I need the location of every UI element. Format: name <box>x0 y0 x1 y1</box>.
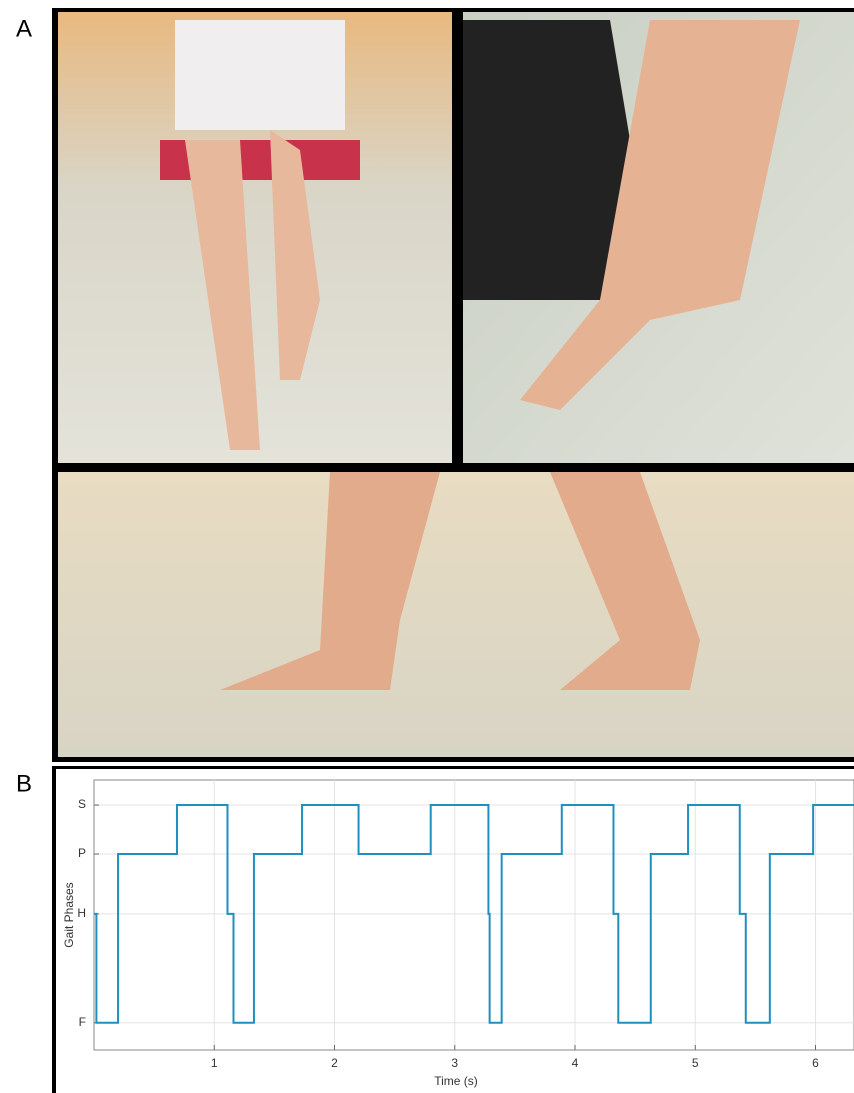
panel-border <box>56 766 854 769</box>
y-axis-label: Gait Phases <box>62 882 76 947</box>
photo-detail <box>463 20 640 300</box>
y-tick-label: F <box>79 1015 86 1029</box>
x-axis-label: Time (s) <box>434 1074 478 1088</box>
y-tick-label: P <box>78 846 86 860</box>
step-line <box>94 804 854 1024</box>
panel-border <box>52 766 56 1093</box>
x-tick-label: 6 <box>812 1056 819 1070</box>
panel-label: A <box>16 15 32 42</box>
x-tick-label: 2 <box>331 1056 338 1070</box>
x-tick-label: 1 <box>211 1056 218 1070</box>
y-tick-label: H <box>77 906 86 920</box>
photo-detail <box>185 130 320 450</box>
x-tick-label: 5 <box>692 1056 699 1070</box>
photo-detail <box>220 472 700 690</box>
y-tick-label: S <box>78 797 86 811</box>
photo <box>58 472 854 757</box>
x-tick-label: 4 <box>572 1056 579 1070</box>
plot-area <box>93 779 854 1051</box>
panel-label: B <box>16 770 32 797</box>
x-tick-label: 3 <box>451 1056 458 1070</box>
photo-detail <box>175 20 345 130</box>
photo-detail <box>520 20 800 410</box>
